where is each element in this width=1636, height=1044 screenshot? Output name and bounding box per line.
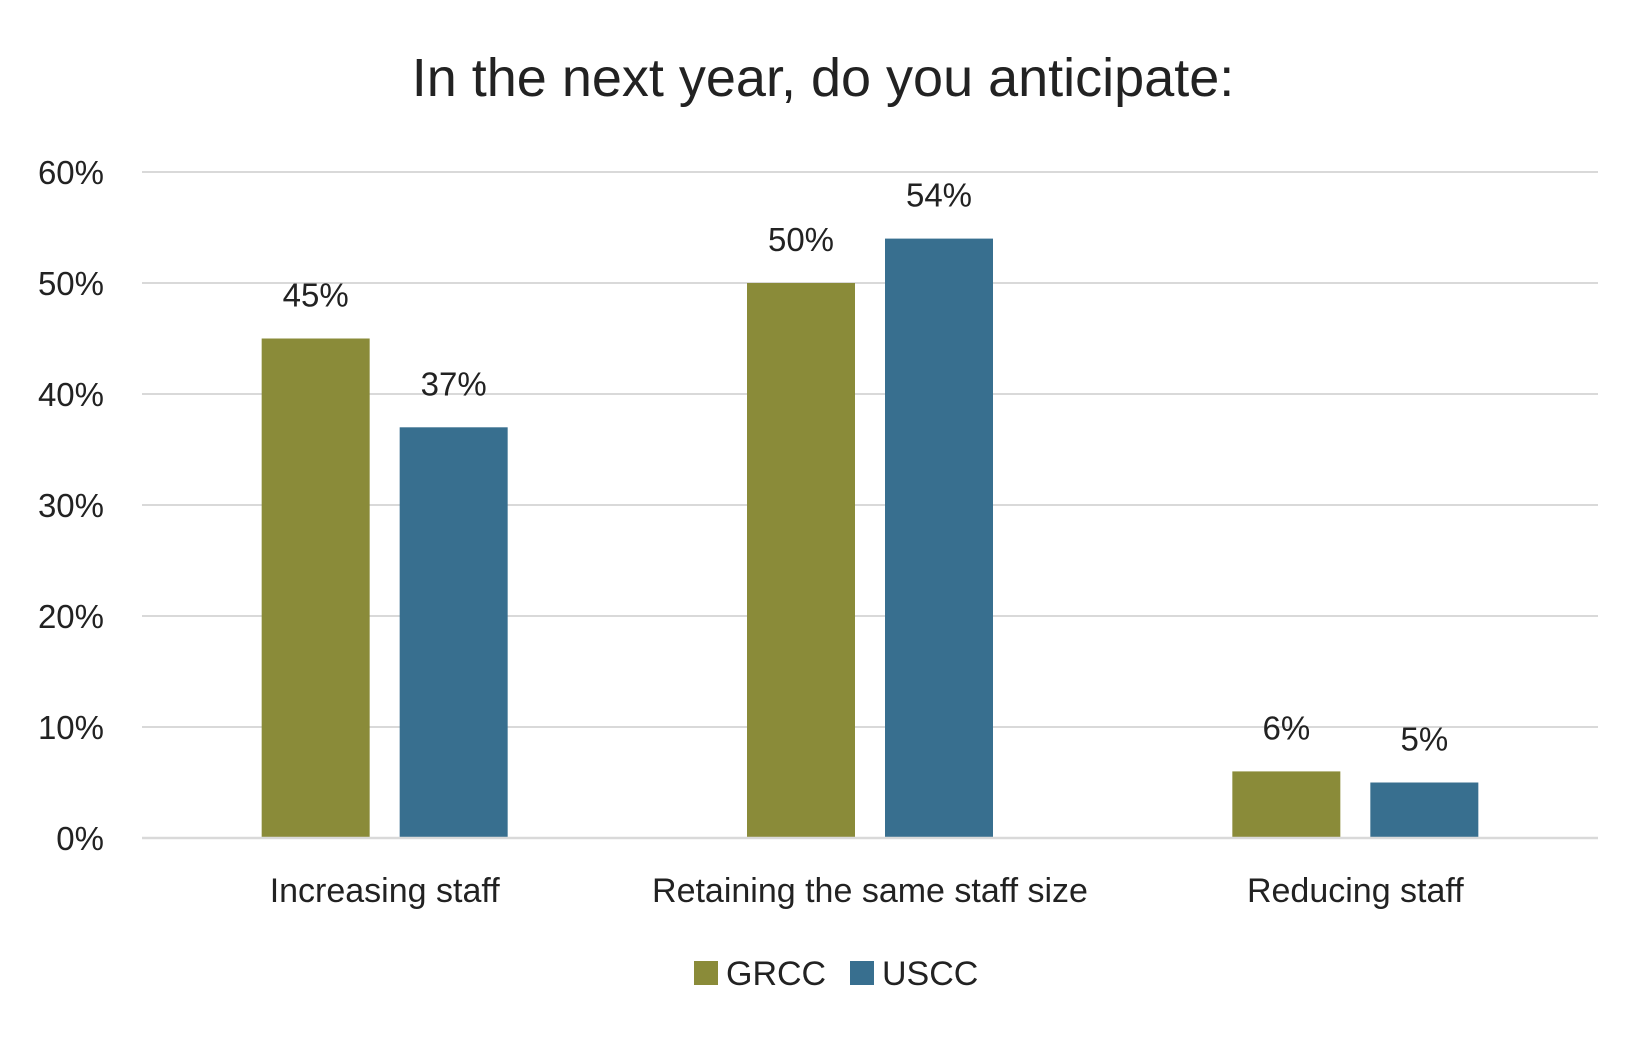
bar-uscc-0	[399, 427, 508, 838]
y-tick-label: 50%	[38, 265, 104, 302]
bars	[261, 238, 1479, 839]
y-axis-ticks: 0% 10% 20% 30% 40% 50% 60%	[38, 154, 104, 857]
chart-title: In the next year, do you anticipate:	[412, 48, 1235, 108]
bar-grcc-2	[1232, 771, 1341, 838]
category-label: Increasing staff	[270, 872, 501, 910]
data-label-grcc-0: 45%	[283, 277, 349, 314]
data-label-uscc-2: 5%	[1400, 721, 1448, 758]
bar-uscc-2	[1370, 782, 1479, 838]
legend-label-grcc: GRCC	[726, 955, 826, 993]
y-tick-label: 20%	[38, 598, 104, 635]
y-tick-label: 40%	[38, 376, 104, 413]
legend: GRCC USCC	[694, 955, 978, 993]
data-label-grcc-1: 50%	[768, 221, 834, 258]
y-tick-label: 30%	[38, 487, 104, 524]
category-label: Reducing staff	[1247, 872, 1464, 910]
legend-swatch-grcc	[694, 961, 718, 985]
y-tick-label: 60%	[38, 154, 104, 191]
data-label-uscc-1: 54%	[906, 177, 972, 214]
legend-label-uscc: USCC	[882, 955, 978, 993]
y-tick-label: 0%	[56, 820, 104, 857]
y-tick-label: 10%	[38, 709, 104, 746]
gridlines	[142, 171, 1598, 728]
data-label-grcc-2: 6%	[1262, 709, 1310, 746]
data-labels: 45% 37% 50% 54% 6% 5%	[283, 177, 1449, 758]
data-label-uscc-0: 37%	[421, 365, 487, 402]
category-label: Retaining the same staff size	[652, 872, 1088, 910]
bar-uscc-1	[885, 238, 993, 839]
legend-swatch-uscc	[850, 961, 874, 985]
bar-grcc-1	[747, 283, 855, 838]
bar-grcc-0	[261, 338, 370, 838]
category-labels: Increasing staff Retaining the same staff…	[270, 872, 1465, 910]
